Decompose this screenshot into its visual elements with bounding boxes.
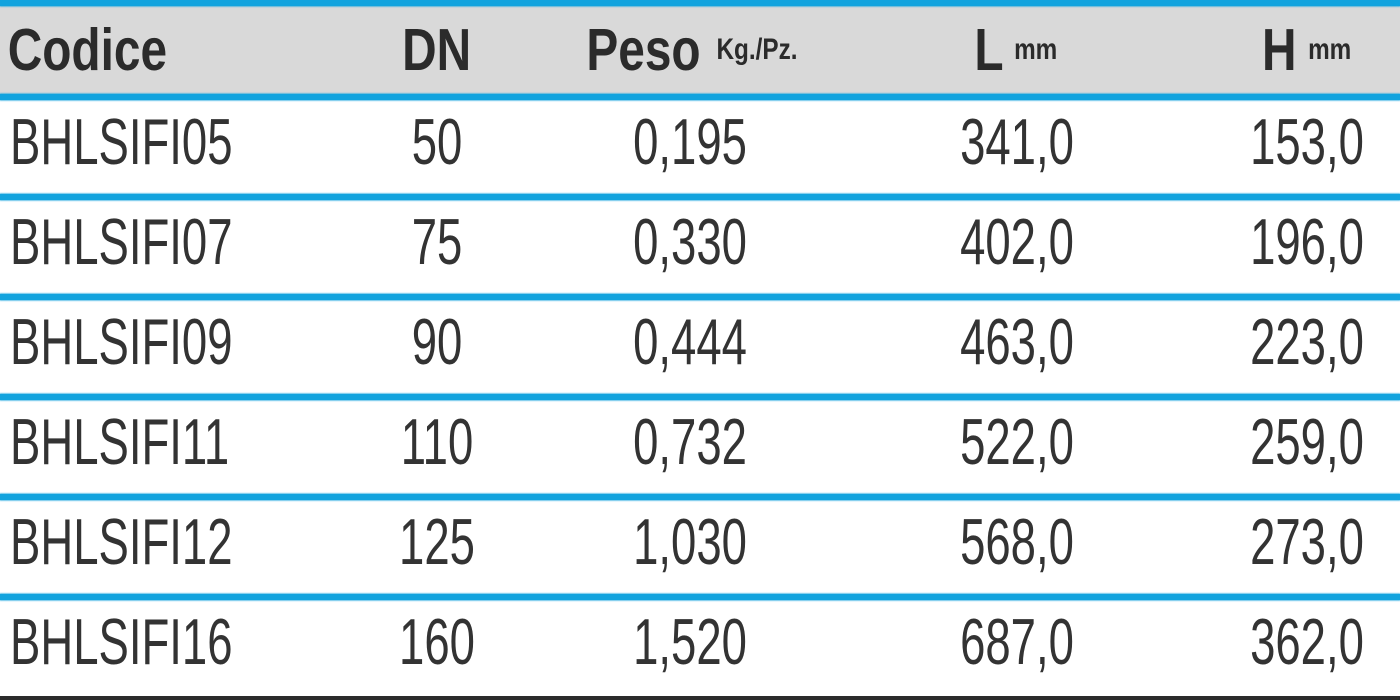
svg-text:110: 110	[401, 405, 474, 478]
svg-text:0,195: 0,195	[633, 105, 747, 178]
svg-text:463,0: 463,0	[960, 305, 1074, 378]
svg-text:341,0: 341,0	[960, 105, 1074, 178]
svg-text:568,0: 568,0	[960, 505, 1074, 578]
svg-text:687,0: 687,0	[960, 605, 1074, 678]
svg-text:259,0: 259,0	[1250, 405, 1364, 478]
svg-text:196,0: 196,0	[1250, 205, 1364, 278]
svg-text:BHLSIFI12: BHLSIFI12	[10, 505, 233, 578]
svg-text:BHLSIFI16: BHLSIFI16	[10, 605, 233, 678]
svg-text:153,0: 153,0	[1250, 105, 1364, 178]
svg-text:160: 160	[399, 605, 475, 678]
svg-text:0,444: 0,444	[633, 305, 747, 378]
svg-text:0,330: 0,330	[633, 205, 747, 278]
svg-text:522,0: 522,0	[960, 405, 1074, 478]
svg-text:50: 50	[412, 105, 463, 178]
svg-text:BHLSIFI05: BHLSIFI05	[10, 105, 233, 178]
svg-text:90: 90	[412, 305, 463, 378]
svg-text:BHLSIFI09: BHLSIFI09	[10, 305, 233, 378]
svg-text:273,0: 273,0	[1250, 505, 1364, 578]
svg-text:362,0: 362,0	[1250, 605, 1364, 678]
svg-text:1,520: 1,520	[633, 605, 747, 678]
svg-text:0,732: 0,732	[633, 405, 747, 478]
svg-text:BHLSIFI07: BHLSIFI07	[10, 205, 233, 278]
svg-text:223,0: 223,0	[1250, 305, 1364, 378]
svg-text:1,030: 1,030	[633, 505, 747, 578]
svg-text:402,0: 402,0	[960, 205, 1074, 278]
svg-text:125: 125	[399, 505, 475, 578]
svg-text:75: 75	[412, 205, 463, 278]
svg-text:BHLSIFI11: BHLSIFI11	[10, 405, 229, 478]
